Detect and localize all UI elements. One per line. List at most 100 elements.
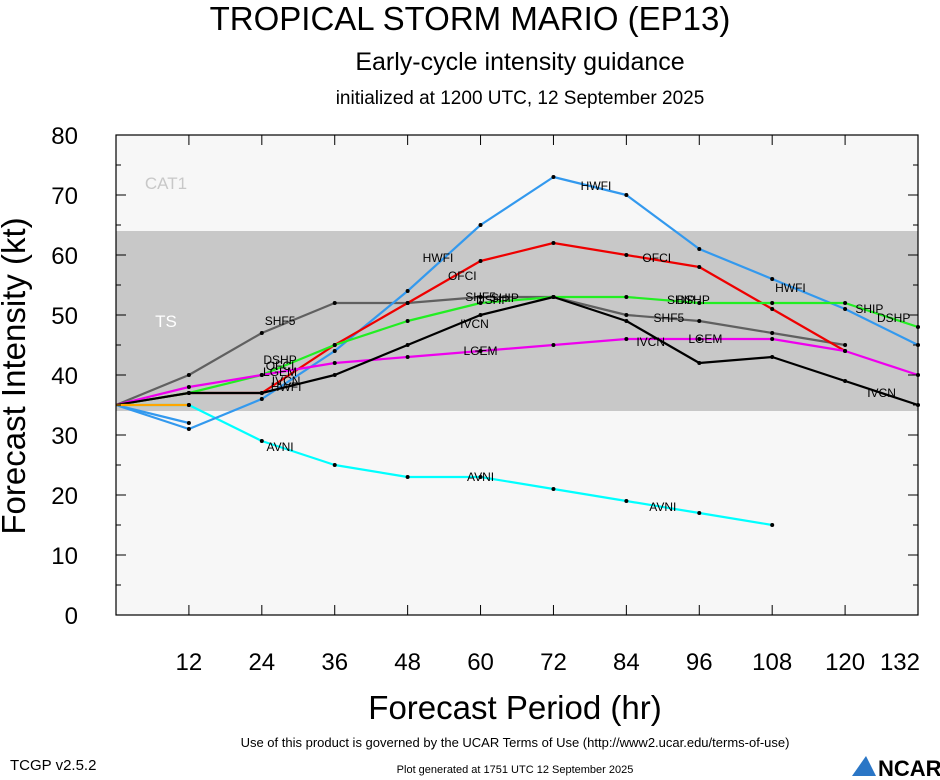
data-point-lgem (843, 349, 848, 353)
data-point-shf5 (478, 295, 483, 299)
data-point-dshp (624, 295, 629, 299)
series-label-ivcn: IVCN (460, 317, 489, 331)
chart-subtitle: Early-cycle intensity guidance (355, 48, 684, 76)
data-point-ivcn (770, 355, 775, 359)
series-label-shf5: SHF5 (654, 311, 685, 325)
series-label-hwfi: HWFI (423, 251, 454, 265)
data-point-ofci (551, 241, 556, 245)
band-ts (116, 231, 918, 411)
series-label-avni: AVNI (266, 440, 293, 454)
series-label-ivcn: IVCN (867, 386, 896, 400)
logo-text: NCAR (878, 756, 940, 780)
data-point-dshp (332, 343, 337, 347)
data-point-avni (551, 487, 556, 491)
data-point-hwfi (478, 223, 483, 227)
y-tick-label: 50 (51, 303, 78, 330)
data-point-ofci (478, 259, 483, 263)
series-label-hwfi: HWFI (581, 179, 612, 193)
data-point-ivcn (259, 391, 264, 395)
data-point-lgem (259, 373, 264, 377)
data-point-ivcn (551, 295, 556, 299)
ncar-logo: NCAR (852, 756, 940, 780)
series-line-track-7 (115, 403, 190, 425)
y-tick-label: 80 (51, 123, 78, 150)
x-tick-label: 48 (394, 649, 421, 676)
data-point-shf5 (697, 319, 702, 323)
series-label-ofci: OFCI (448, 269, 477, 283)
y-tick-label: 20 (51, 483, 78, 510)
logo-mark-icon (852, 756, 876, 776)
series-label-hwfi: HWFI (271, 380, 302, 394)
series-label-lgem: LGEM (464, 344, 498, 358)
series-label-shf5: SHF5 (465, 290, 496, 304)
data-point-shf5 (332, 301, 337, 305)
y-tick-label: 0 (65, 603, 78, 630)
x-tick-label: 12 (176, 649, 203, 676)
data-point-ivcn (843, 379, 848, 383)
series-label-avni: AVNI (649, 500, 676, 514)
terms-of-use: Use of this product is governed by the U… (241, 735, 790, 750)
data-point-lgem (624, 337, 629, 341)
data-point-ofci (770, 307, 775, 311)
band-label-cat1: CAT1 (145, 174, 187, 193)
data-point-lgem (186, 385, 191, 389)
series-layer: AVNI AVNI AVNI SHF5 SHF5 SHF5 HWFI HWFI HWFI HWFI… (115, 175, 920, 527)
data-point-shf5 (843, 343, 848, 347)
data-point-ivcn (405, 343, 410, 347)
data-point-ivcn (697, 361, 702, 365)
data-point-hwfi (259, 397, 264, 401)
data-point-shf5 (259, 331, 264, 335)
series-label-ship: SHIP (491, 291, 519, 305)
data-point-avni (405, 475, 410, 479)
data-point-hwfi (697, 247, 702, 251)
series-label-ofci: OFCI (642, 251, 671, 265)
series-label-dshp: DSHP (877, 311, 910, 325)
y-tick-label: 10 (51, 543, 78, 570)
series-label-ship: SHIP (855, 302, 883, 316)
data-point-ivcn (186, 391, 191, 395)
series-label-avni: AVNI (467, 470, 494, 484)
data-point-dshp (405, 319, 410, 323)
data-point-hwfi (332, 349, 337, 353)
x-tick-label: 24 (248, 649, 275, 676)
chart-title: TROPICAL STORM MARIO (EP13) (210, 0, 731, 37)
data-point-hwfi (551, 175, 556, 179)
plot-area: TS CAT1 (116, 135, 918, 615)
data-point-hwfi (770, 277, 775, 281)
y-tick-label: 70 (51, 183, 78, 210)
series-line-ivcn (115, 295, 919, 407)
series-label-shf5: SHF5 (265, 314, 296, 328)
series-label-lgem: LGEM (263, 365, 297, 379)
data-point-ofci (697, 265, 702, 269)
series-label-ivcn: IVCN (272, 374, 301, 388)
data-point-dshp (843, 301, 848, 305)
series-label-dshp: DSHP (677, 293, 710, 307)
data-point-track-8 (186, 403, 191, 407)
version-label: TCGP v2.5.2 (10, 757, 96, 774)
data-point-ivcn (332, 373, 337, 377)
series-line-avni (116, 403, 773, 527)
data-point-lgem (478, 349, 483, 353)
data-point-avni (259, 439, 264, 443)
x-tick-label: 84 (613, 649, 640, 676)
x-tick-label: 72 (540, 649, 567, 676)
data-point-ofci (405, 301, 410, 305)
init-time: initialized at 1200 UTC, 12 September 20… (336, 88, 705, 109)
series-label-lgem: LGEM (688, 332, 722, 346)
x-tick-label: 60 (467, 649, 494, 676)
data-point-lgem (770, 337, 775, 341)
series-label-ofci: OFCI (266, 359, 295, 373)
series-line-lgem (115, 337, 919, 407)
data-point-avni (332, 463, 337, 467)
data-point-avni (697, 511, 702, 515)
data-point-shf5 (770, 331, 775, 335)
data-point-hwfi (405, 289, 410, 293)
series-line-hwfi (115, 175, 919, 431)
series-label-ship: SHIP (667, 293, 695, 307)
data-point-lgem (551, 343, 556, 347)
generated-time: Plot generated at 1751 UTC 12 September … (397, 764, 634, 776)
y-axis-title: Forecast Intensity (kt) (0, 217, 32, 534)
data-point-avni (770, 523, 775, 527)
x-axis-title: Forecast Period (hr) (368, 689, 661, 726)
data-point-dshp (478, 301, 483, 305)
